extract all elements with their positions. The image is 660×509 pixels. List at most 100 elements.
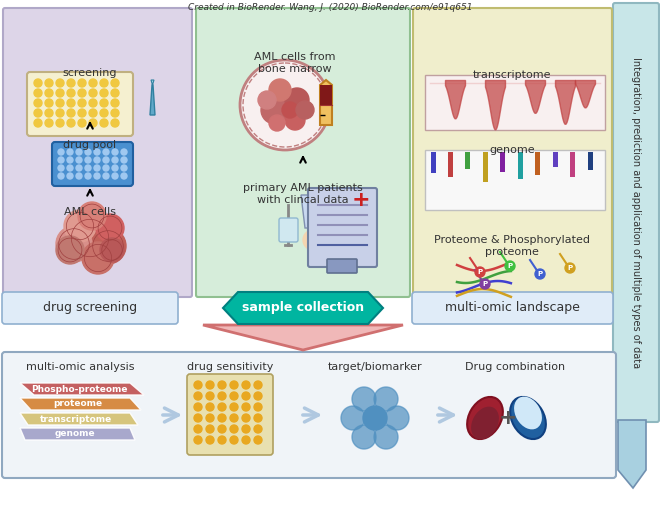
- Circle shape: [206, 436, 214, 444]
- Text: Phospho-proteome: Phospho-proteome: [31, 384, 128, 393]
- Circle shape: [194, 414, 202, 422]
- Circle shape: [230, 392, 238, 400]
- Ellipse shape: [471, 407, 499, 439]
- Text: multi-omic analysis: multi-omic analysis: [26, 362, 134, 372]
- Circle shape: [78, 79, 86, 87]
- Circle shape: [67, 89, 75, 97]
- Circle shape: [111, 109, 119, 117]
- Circle shape: [67, 99, 75, 107]
- Circle shape: [96, 214, 124, 242]
- Circle shape: [194, 392, 202, 400]
- Bar: [552, 152, 558, 167]
- Polygon shape: [203, 325, 403, 350]
- Bar: [587, 152, 593, 170]
- Circle shape: [535, 269, 545, 279]
- Circle shape: [206, 414, 214, 422]
- Circle shape: [363, 406, 387, 430]
- Circle shape: [218, 414, 226, 422]
- Text: primary AML patients
with clincal data: primary AML patients with clincal data: [243, 183, 363, 205]
- Ellipse shape: [510, 397, 546, 439]
- Circle shape: [121, 149, 127, 155]
- Circle shape: [58, 165, 64, 171]
- Circle shape: [285, 110, 305, 130]
- Circle shape: [76, 165, 82, 171]
- Circle shape: [67, 165, 73, 171]
- Circle shape: [505, 261, 515, 271]
- Circle shape: [89, 119, 97, 127]
- Circle shape: [85, 157, 91, 163]
- Circle shape: [67, 79, 75, 87]
- FancyBboxPatch shape: [412, 292, 613, 324]
- Circle shape: [76, 173, 82, 179]
- Circle shape: [258, 91, 276, 109]
- Circle shape: [45, 109, 53, 117]
- Circle shape: [206, 403, 214, 411]
- Circle shape: [76, 157, 82, 163]
- Text: AML cells from
bone marrow: AML cells from bone marrow: [254, 52, 336, 74]
- Circle shape: [100, 109, 108, 117]
- Circle shape: [58, 173, 64, 179]
- Circle shape: [45, 99, 53, 107]
- Circle shape: [121, 165, 127, 171]
- Bar: [500, 152, 506, 172]
- Circle shape: [85, 149, 91, 155]
- Circle shape: [254, 414, 262, 422]
- Circle shape: [100, 99, 108, 107]
- Polygon shape: [301, 195, 325, 228]
- Circle shape: [254, 392, 262, 400]
- Circle shape: [480, 279, 490, 289]
- Bar: [570, 152, 575, 177]
- Circle shape: [218, 403, 226, 411]
- Circle shape: [111, 119, 119, 127]
- Circle shape: [94, 165, 100, 171]
- FancyBboxPatch shape: [613, 3, 659, 422]
- Circle shape: [56, 119, 64, 127]
- Circle shape: [34, 119, 42, 127]
- Text: transcriptome: transcriptome: [40, 414, 113, 423]
- Circle shape: [89, 79, 97, 87]
- Circle shape: [76, 149, 82, 155]
- Circle shape: [269, 79, 291, 101]
- Polygon shape: [151, 80, 154, 85]
- Circle shape: [45, 89, 53, 97]
- Circle shape: [85, 165, 91, 171]
- Circle shape: [89, 89, 97, 97]
- FancyBboxPatch shape: [308, 188, 377, 267]
- Text: drug sensitivity: drug sensitivity: [187, 362, 273, 372]
- Polygon shape: [618, 420, 646, 488]
- Circle shape: [218, 392, 226, 400]
- FancyBboxPatch shape: [2, 292, 178, 324]
- Circle shape: [34, 79, 42, 87]
- FancyBboxPatch shape: [27, 72, 133, 136]
- Circle shape: [100, 79, 108, 87]
- Circle shape: [218, 436, 226, 444]
- Polygon shape: [320, 80, 332, 125]
- Circle shape: [254, 436, 262, 444]
- Circle shape: [296, 101, 314, 119]
- Circle shape: [89, 109, 97, 117]
- Text: P: P: [477, 269, 482, 275]
- Circle shape: [206, 381, 214, 389]
- Circle shape: [100, 238, 124, 262]
- Circle shape: [254, 381, 262, 389]
- Circle shape: [261, 96, 289, 124]
- Circle shape: [103, 157, 109, 163]
- Bar: [517, 152, 523, 179]
- Text: drug pool: drug pool: [63, 140, 117, 150]
- Text: multi-omic landscape: multi-omic landscape: [445, 301, 579, 315]
- Circle shape: [194, 436, 202, 444]
- FancyBboxPatch shape: [3, 8, 192, 297]
- Text: Proteome & Phosphorylated
proteome: Proteome & Phosphorylated proteome: [434, 235, 590, 257]
- Circle shape: [242, 425, 250, 433]
- Text: drug screening: drug screening: [43, 301, 137, 315]
- Circle shape: [242, 436, 250, 444]
- Bar: [430, 152, 436, 173]
- Circle shape: [103, 149, 109, 155]
- Circle shape: [242, 392, 250, 400]
- Circle shape: [64, 210, 96, 242]
- Circle shape: [374, 387, 398, 411]
- Circle shape: [78, 99, 86, 107]
- Bar: [448, 152, 453, 177]
- FancyBboxPatch shape: [413, 8, 612, 297]
- Circle shape: [100, 119, 108, 127]
